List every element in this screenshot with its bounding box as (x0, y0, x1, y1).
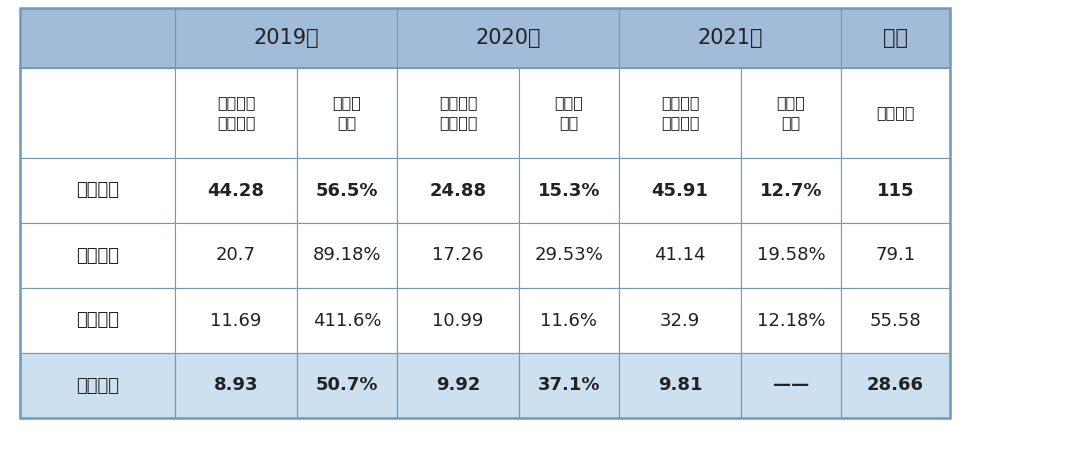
Text: 12.7%: 12.7% (759, 182, 822, 199)
Bar (519, 288, 619, 353)
Text: 17.26: 17.26 (432, 247, 484, 264)
Text: 占同期
收入: 占同期 收入 (554, 96, 583, 130)
Bar (21, 353, 175, 418)
Text: 研发开支
（亿元）: 研发开支 （亿元） (438, 96, 477, 130)
Text: 41.14: 41.14 (654, 247, 705, 264)
Text: 79.1: 79.1 (876, 247, 916, 264)
Text: 8.93: 8.93 (214, 376, 258, 395)
Text: 45.91: 45.91 (651, 182, 708, 199)
Bar (297, 68, 397, 158)
Bar (619, 68, 741, 158)
Bar (21, 288, 175, 353)
Text: 44.28: 44.28 (207, 182, 265, 199)
Bar (175, 288, 297, 353)
Text: 10.99: 10.99 (432, 311, 484, 330)
Bar (175, 8, 397, 68)
Text: 411.6%: 411.6% (313, 311, 381, 330)
Bar (397, 288, 519, 353)
Text: 蒂来汽车: 蒂来汽车 (76, 182, 119, 199)
Bar (841, 68, 950, 158)
Bar (519, 158, 619, 223)
Bar (519, 223, 619, 288)
Text: 55.58: 55.58 (869, 311, 921, 330)
Text: 19.58%: 19.58% (757, 247, 825, 264)
Bar (741, 353, 841, 418)
Bar (297, 158, 397, 223)
Text: （亿元）: （亿元） (876, 106, 915, 120)
Bar (21, 158, 175, 223)
Bar (297, 223, 397, 288)
Bar (619, 158, 741, 223)
Bar (841, 288, 950, 353)
Text: 11.6%: 11.6% (540, 311, 597, 330)
Text: 威马汽车: 威马汽车 (76, 376, 119, 395)
Bar (841, 223, 950, 288)
Bar (21, 8, 175, 68)
Bar (175, 158, 297, 223)
Text: 小鹏汽车: 小鹏汽车 (76, 247, 119, 264)
Text: 理想汽车: 理想汽车 (76, 311, 119, 330)
Text: 89.18%: 89.18% (313, 247, 381, 264)
Bar (619, 288, 741, 353)
Text: 15.3%: 15.3% (538, 182, 600, 199)
Text: 56.5%: 56.5% (315, 182, 378, 199)
Bar (397, 68, 519, 158)
Text: 合计: 合计 (883, 28, 908, 48)
Text: 24.88: 24.88 (430, 182, 487, 199)
Text: 32.9: 32.9 (660, 311, 700, 330)
Text: 9.92: 9.92 (436, 376, 481, 395)
Bar (619, 8, 841, 68)
Text: 2020年: 2020年 (475, 28, 541, 48)
Bar (175, 353, 297, 418)
Bar (741, 223, 841, 288)
Text: 11.69: 11.69 (211, 311, 261, 330)
Bar (297, 288, 397, 353)
Bar (397, 8, 619, 68)
Bar (297, 353, 397, 418)
Text: ——: —— (773, 376, 809, 395)
Bar (21, 223, 175, 288)
Text: 50.7%: 50.7% (315, 376, 378, 395)
Text: 2019年: 2019年 (253, 28, 319, 48)
Text: 研发开支
（亿元）: 研发开支 （亿元） (217, 96, 255, 130)
Bar (397, 223, 519, 288)
Text: 占同期
收入: 占同期 收入 (777, 96, 806, 130)
Bar (21, 8, 950, 418)
Bar (397, 353, 519, 418)
Text: 2021年: 2021年 (698, 28, 762, 48)
Bar (175, 223, 297, 288)
Bar (519, 353, 619, 418)
Bar (841, 8, 950, 68)
Bar (619, 353, 741, 418)
Bar (841, 353, 950, 418)
Text: 28.66: 28.66 (867, 376, 924, 395)
Bar (619, 223, 741, 288)
Text: 29.53%: 29.53% (535, 247, 604, 264)
Bar (841, 158, 950, 223)
Bar (741, 68, 841, 158)
Bar (741, 158, 841, 223)
Text: 研发开支
（亿元）: 研发开支 （亿元） (661, 96, 699, 130)
Bar (397, 158, 519, 223)
Text: 占同期
收入: 占同期 收入 (333, 96, 362, 130)
Text: 115: 115 (877, 182, 915, 199)
Text: 9.81: 9.81 (658, 376, 702, 395)
Text: 37.1%: 37.1% (538, 376, 600, 395)
Bar (741, 288, 841, 353)
Text: 20.7: 20.7 (216, 247, 256, 264)
Bar (519, 68, 619, 158)
Bar (175, 68, 297, 158)
Text: 12.18%: 12.18% (757, 311, 825, 330)
Bar (21, 68, 175, 158)
